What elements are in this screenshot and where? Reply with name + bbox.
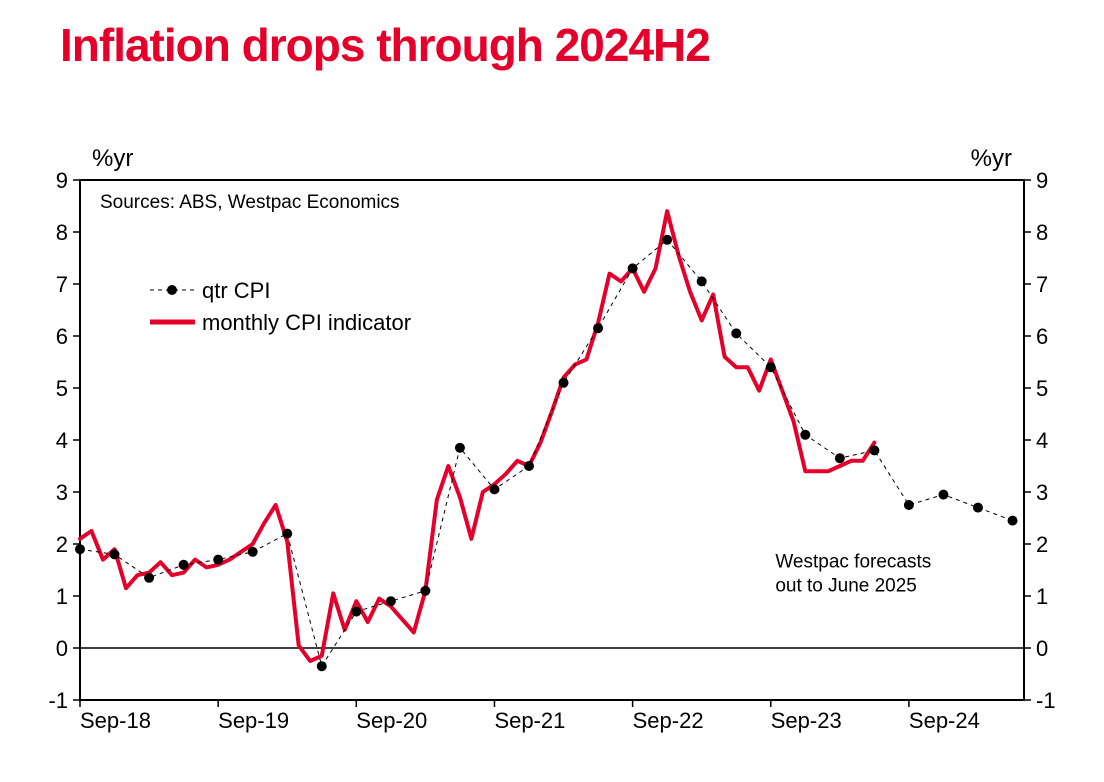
xtick-label: Sep-24 (909, 708, 980, 733)
series-qtr-cpi-marker (1008, 516, 1018, 526)
chart-svg: %yr %yr -1 -1 0 0 1 1 2 2 3 3 4 4 5 5 6 6 7 7 8 8 9 9 Sep-18 Sep-… (30, 130, 1074, 750)
ytick-label-left: -1 (48, 688, 68, 713)
series-qtr-cpi-marker (800, 430, 810, 440)
series-qtr-cpi-marker (144, 573, 154, 583)
ytick-label-right: 1 (1036, 584, 1048, 609)
xtick-label: Sep-19 (218, 708, 289, 733)
series-qtr-cpi-marker (662, 235, 672, 245)
forecast-note-line1: Westpac forecasts (775, 551, 931, 572)
chart-container: %yr %yr -1 -1 0 0 1 1 2 2 3 3 4 4 5 5 6 6 7 7 8 8 9 9 Sep-18 Sep-… (30, 130, 1074, 750)
ytick-label-right: 6 (1036, 324, 1048, 349)
series-qtr-cpi-marker (697, 276, 707, 286)
y-axis-label-right: %yr (971, 145, 1012, 172)
xtick-label: Sep-23 (771, 708, 842, 733)
legend-qtr-marker (167, 285, 177, 295)
chart-title: Inflation drops through 2024H2 (60, 18, 710, 72)
ytick-label-left: 3 (56, 480, 68, 505)
series-qtr-cpi-marker (282, 529, 292, 539)
ytick-label-left: 0 (56, 636, 68, 661)
forecast-note-line2: out to June 2025 (775, 575, 917, 596)
ytick-label-right: 0 (1036, 636, 1048, 661)
xtick-label: Sep-22 (633, 708, 704, 733)
ytick-label-left: 6 (56, 324, 68, 349)
ytick-label-left: 8 (56, 220, 68, 245)
series-qtr-cpi-marker (731, 328, 741, 338)
series-monthly-cpi (80, 211, 874, 661)
sources-text: Sources: ABS, Westpac Economics (100, 192, 400, 213)
xtick-label: Sep-20 (356, 708, 427, 733)
series-qtr-cpi-marker (559, 378, 569, 388)
plot-border (80, 180, 1024, 700)
series-qtr-cpi-marker (835, 453, 845, 463)
ytick-label-right: 7 (1036, 272, 1048, 297)
y-axis-label-left: %yr (92, 145, 133, 172)
series-qtr-cpi-marker (386, 596, 396, 606)
series-qtr-cpi-marker (489, 484, 499, 494)
series-qtr-cpi-marker (869, 445, 879, 455)
series-qtr-cpi-marker (524, 461, 534, 471)
series-qtr-cpi-marker (317, 661, 327, 671)
ytick-label-right: 2 (1036, 532, 1048, 557)
ytick-label-right: 8 (1036, 220, 1048, 245)
ytick-label-left: 1 (56, 584, 68, 609)
ytick-label-right: 5 (1036, 376, 1048, 401)
series-qtr-cpi-marker (766, 362, 776, 372)
series-qtr-cpi-marker (351, 607, 361, 617)
series-qtr-cpi-marker (75, 544, 85, 554)
ytick-label-left: 7 (56, 272, 68, 297)
series-qtr-cpi-marker (904, 500, 914, 510)
series-qtr-cpi-marker (973, 503, 983, 513)
series-qtr-cpi-marker (110, 549, 120, 559)
series-qtr-cpi-marker (420, 586, 430, 596)
xtick-label: Sep-21 (494, 708, 565, 733)
xtick-label: Sep-18 (80, 708, 151, 733)
ytick-label-left: 5 (56, 376, 68, 401)
series-qtr-cpi-marker (213, 555, 223, 565)
ytick-label-left: 2 (56, 532, 68, 557)
series-qtr-cpi-marker (455, 443, 465, 453)
series-qtr-cpi-marker (628, 263, 638, 273)
ytick-label-right: -1 (1036, 688, 1056, 713)
ytick-label-right: 4 (1036, 428, 1048, 453)
series-qtr-cpi-marker (593, 323, 603, 333)
ytick-label-right: 3 (1036, 480, 1048, 505)
series-qtr-cpi-marker (938, 490, 948, 500)
series-qtr-cpi-marker (248, 547, 258, 557)
ytick-label-left: 4 (56, 428, 68, 453)
legend-monthly-label: monthly CPI indicator (202, 310, 411, 335)
legend-qtr-label: qtr CPI (202, 278, 270, 303)
ytick-label-right: 9 (1036, 168, 1048, 193)
series-qtr-cpi-marker (179, 560, 189, 570)
ytick-label-left: 9 (56, 168, 68, 193)
